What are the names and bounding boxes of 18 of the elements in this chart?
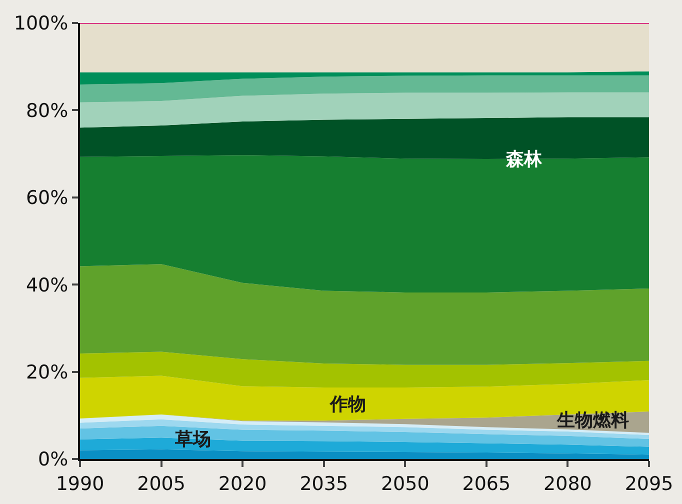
y-tick-label: 40% bbox=[26, 274, 68, 296]
y-tick-label: 100% bbox=[14, 12, 68, 35]
y-tick-label: 20% bbox=[26, 361, 68, 384]
annotation: 森林 bbox=[505, 149, 543, 170]
y-tick-label: 80% bbox=[26, 100, 68, 122]
x-tick-label: 2035 bbox=[300, 472, 348, 495]
annotation: 草场 bbox=[174, 429, 211, 450]
x-tick-label: 2050 bbox=[380, 472, 430, 495]
annotation: 生物燃料 bbox=[556, 410, 629, 431]
x-tick-label: 2020 bbox=[218, 472, 267, 495]
x-tick-label: 2095 bbox=[624, 472, 674, 495]
x-tick-label: 2005 bbox=[137, 472, 186, 495]
annotation: 作物 bbox=[329, 394, 366, 415]
x-tick-label: 1990 bbox=[56, 472, 104, 495]
y-tick-label: 0% bbox=[38, 448, 68, 471]
x-tick-label: 2065 bbox=[462, 472, 511, 495]
y-tick-label: 60% bbox=[26, 187, 68, 210]
x-tick-label: 2080 bbox=[544, 472, 592, 495]
